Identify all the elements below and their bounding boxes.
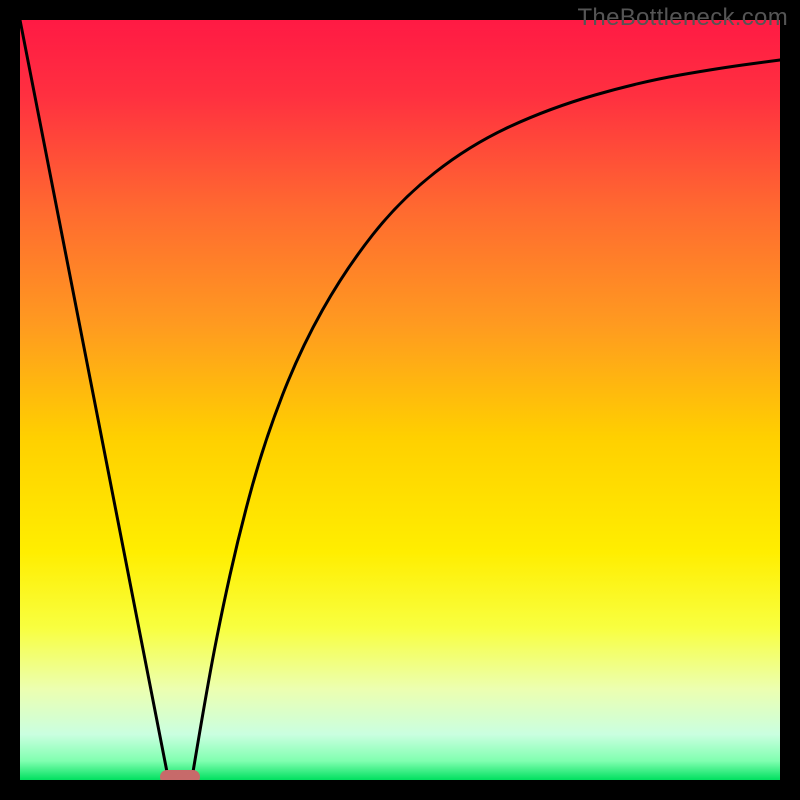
chart-container: TheBottleneck.com — [0, 0, 800, 800]
watermark-text: TheBottleneck.com — [577, 4, 788, 32]
bottleneck-chart — [0, 0, 800, 800]
gradient-background — [20, 20, 780, 780]
